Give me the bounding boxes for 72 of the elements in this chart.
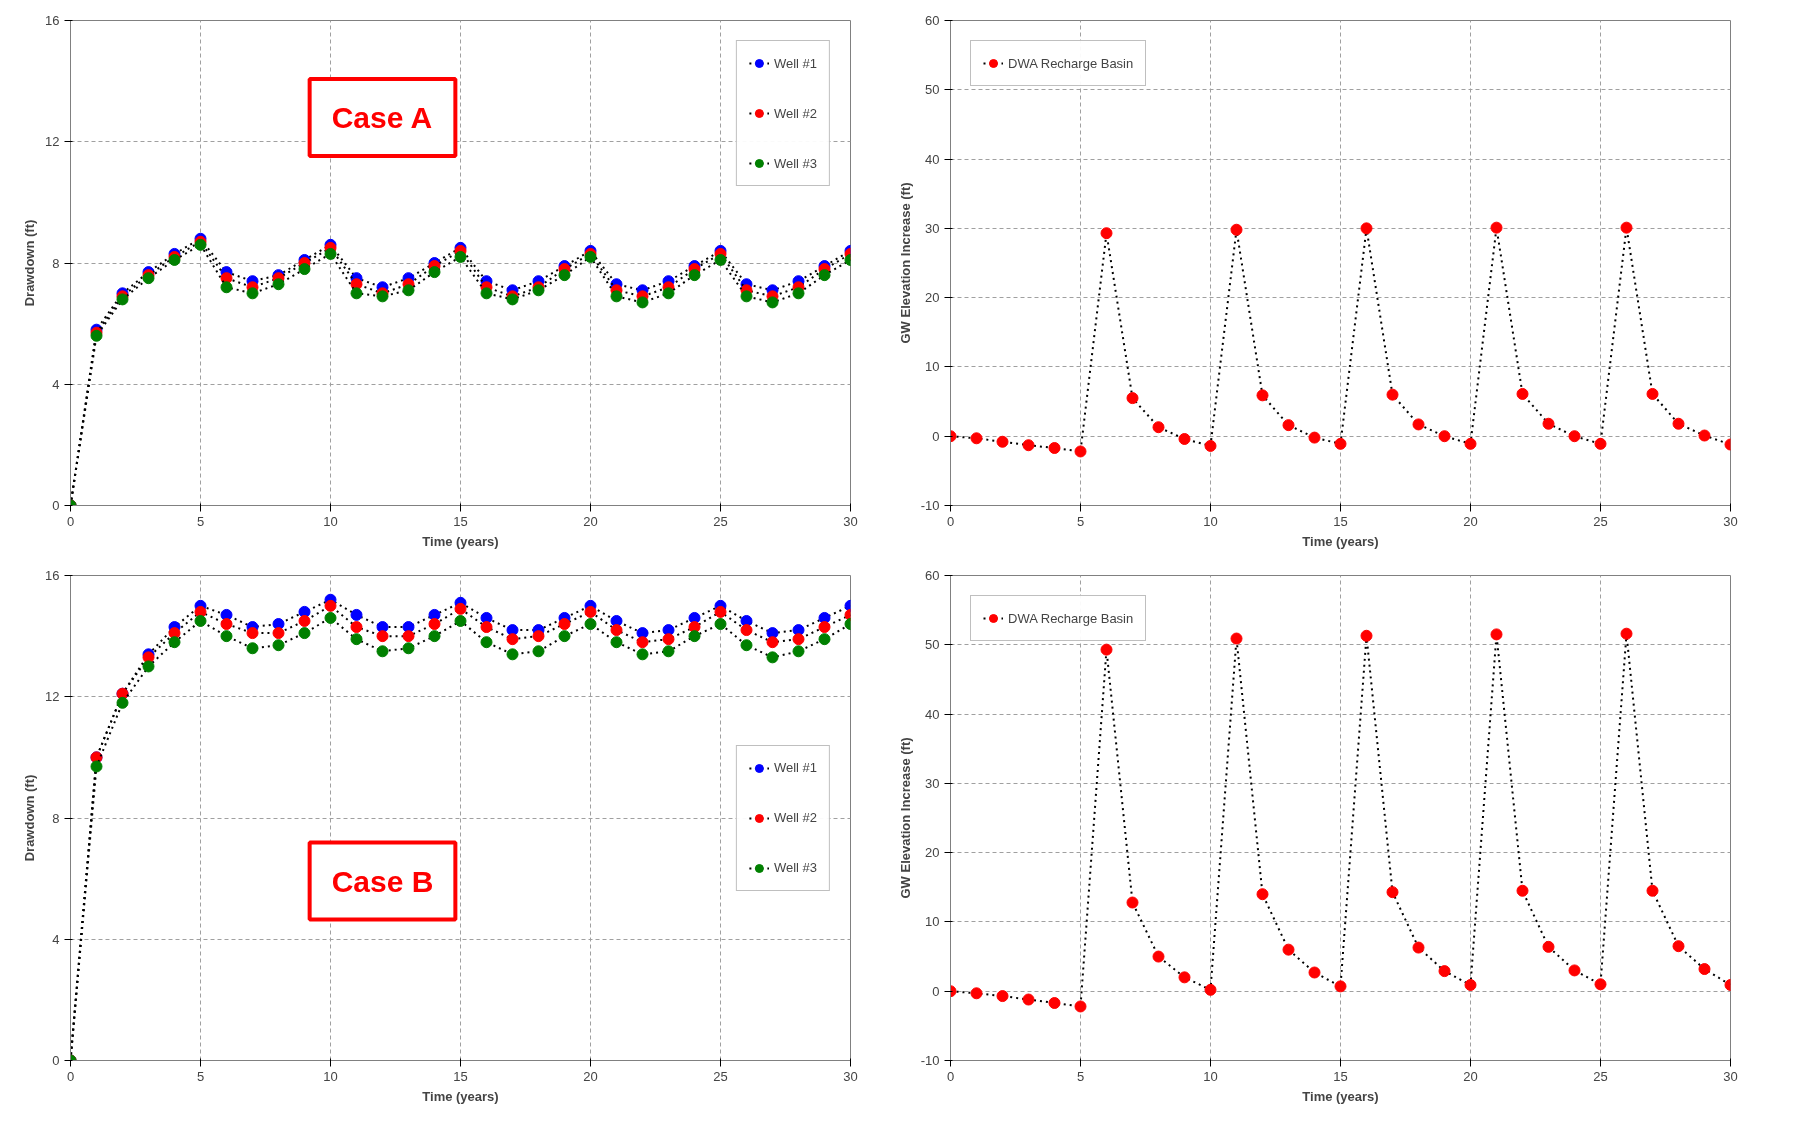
y-tick-label: 60 <box>925 568 940 583</box>
y-tick-label: 30 <box>925 220 940 236</box>
x-tick-label: 25 <box>1593 513 1608 529</box>
x-tick-label: 15 <box>1333 513 1348 529</box>
legend-label: Well #1 <box>773 55 817 71</box>
y-tick-label: 20 <box>925 290 940 306</box>
legend-label: Well #3 <box>773 155 817 171</box>
y-tick-label: 50 <box>925 82 940 98</box>
y-axis-title: Drawdown (ft) <box>22 219 38 307</box>
y-tick-label: 4 <box>52 931 60 947</box>
x-tick-label: 15 <box>453 1068 468 1084</box>
y-tick-label: 0 <box>52 1053 60 1068</box>
annotation: Case B <box>331 864 434 898</box>
y-tick-label: 10 <box>925 359 940 375</box>
y-tick-label: 50 <box>925 637 940 653</box>
x-tick-label: 0 <box>946 513 955 529</box>
x-tick-label: 0 <box>66 513 75 529</box>
x-tick-label: 20 <box>583 1068 598 1084</box>
y-tick-label: 20 <box>925 845 940 861</box>
x-tick-label: 5 <box>196 1068 205 1084</box>
y-tick-label: 30 <box>925 775 940 791</box>
x-tick-label: 15 <box>453 513 468 529</box>
x-tick-label: 0 <box>66 1068 75 1084</box>
x-tick-label: 0 <box>946 1068 955 1084</box>
y-tick-label: 10 <box>925 914 940 930</box>
x-axis-title: Time (years) <box>422 1088 499 1104</box>
x-tick-label: 25 <box>713 513 728 529</box>
legend-label: DWA Recharge Basin <box>1008 610 1134 626</box>
legend-label: DWA Recharge Basin <box>1008 55 1134 71</box>
x-tick-label: 25 <box>713 1068 728 1084</box>
x-axis-title: Time (years) <box>1302 1088 1379 1104</box>
annotation: Case A <box>331 101 433 134</box>
y-tick-label: -10 <box>920 1053 940 1068</box>
y-axis-title: GW Elevation Increase (ft) <box>897 182 913 344</box>
x-tick-label: 20 <box>1463 513 1478 529</box>
x-tick-label: 10 <box>1203 513 1218 529</box>
y-tick-label: 16 <box>45 13 60 28</box>
y-axis-title: Drawdown (ft) <box>22 774 38 862</box>
x-tick-label: 30 <box>1723 1068 1738 1084</box>
y-tick-label: 60 <box>925 13 940 28</box>
x-tick-label: 20 <box>1463 1068 1478 1084</box>
x-tick-label: 5 <box>1076 1068 1085 1084</box>
legend-label: Well #3 <box>773 860 817 875</box>
x-tick-label: 30 <box>843 1068 858 1084</box>
x-tick-label: 5 <box>196 513 205 529</box>
x-tick-label: 25 <box>1593 1068 1608 1084</box>
legend-label: Well #2 <box>773 810 817 825</box>
legend-label: Well #1 <box>773 760 817 775</box>
x-tick-label: 5 <box>1076 513 1085 529</box>
y-tick-label: 8 <box>52 810 60 826</box>
y-tick-label: 40 <box>925 706 940 722</box>
y-tick-label: 0 <box>52 498 60 513</box>
y-tick-label: -10 <box>920 498 940 513</box>
x-tick-label: 10 <box>1203 1068 1218 1084</box>
x-tick-label: 30 <box>843 513 858 529</box>
x-tick-label: 10 <box>323 1068 338 1084</box>
y-tick-label: 8 <box>52 255 60 271</box>
y-tick-label: 12 <box>45 134 60 150</box>
x-tick-label: 20 <box>583 513 598 529</box>
y-tick-label: 40 <box>925 151 940 167</box>
x-axis-title: Time (years) <box>422 533 499 549</box>
legend-label: Well #2 <box>773 105 817 121</box>
y-axis-title: GW Elevation Increase (ft) <box>897 737 913 899</box>
y-tick-label: 0 <box>932 983 940 999</box>
x-tick-label: 10 <box>323 513 338 529</box>
y-tick-label: 4 <box>52 376 60 392</box>
x-tick-label: 15 <box>1333 1068 1348 1084</box>
y-tick-label: 12 <box>45 689 60 705</box>
y-tick-label: 0 <box>932 428 940 444</box>
x-tick-label: 30 <box>1723 513 1738 529</box>
x-axis-title: Time (years) <box>1302 533 1379 549</box>
y-tick-label: 16 <box>45 568 60 583</box>
